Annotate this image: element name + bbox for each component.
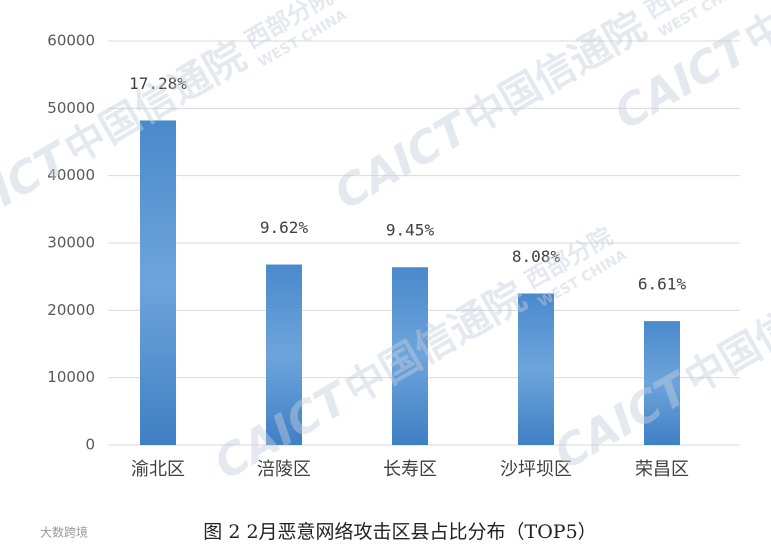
- watermark-text: 中国信通院: [337, 273, 533, 413]
- logo: 大数跨境: [40, 525, 88, 540]
- annotation: 8.08%: [512, 247, 561, 266]
- caption: 图 2 2月恶意网络攻击区县占比分布（TOP5）: [203, 521, 596, 543]
- x-tick-label: 渝北区: [131, 459, 185, 480]
- x-tick-label: 涪陵区: [257, 459, 311, 480]
- bar: [518, 293, 554, 445]
- annotation: 9.45%: [386, 221, 435, 240]
- y-tick-label: 50000: [47, 99, 95, 117]
- x-tick-label: 长寿区: [383, 459, 437, 480]
- annotation: 6.61%: [638, 275, 687, 294]
- bar: [140, 120, 176, 445]
- y-tick-label: 10000: [47, 368, 95, 386]
- y-tick-label: 40000: [47, 166, 95, 184]
- annotation: 9.62%: [260, 218, 309, 237]
- y-tick-label: 60000: [47, 32, 95, 50]
- bar: [644, 321, 680, 445]
- annotation: 17.28%: [129, 74, 187, 93]
- watermark-text: 中国信通院: [677, 263, 771, 403]
- y-tick-label: 30000: [47, 234, 95, 252]
- bar: [266, 264, 302, 445]
- y-tick-label: 20000: [47, 301, 95, 319]
- x-tick-label: 荣昌区: [635, 459, 689, 480]
- y-tick-label: 0: [85, 436, 95, 454]
- watermark-text: CAICT: [326, 102, 480, 220]
- x-tick-label: 沙坪坝区: [500, 459, 572, 480]
- bar: [392, 267, 428, 445]
- plot: 0 10000 20000 30000 40000 50000 60000 渝北区 17.28%…: [47, 32, 740, 480]
